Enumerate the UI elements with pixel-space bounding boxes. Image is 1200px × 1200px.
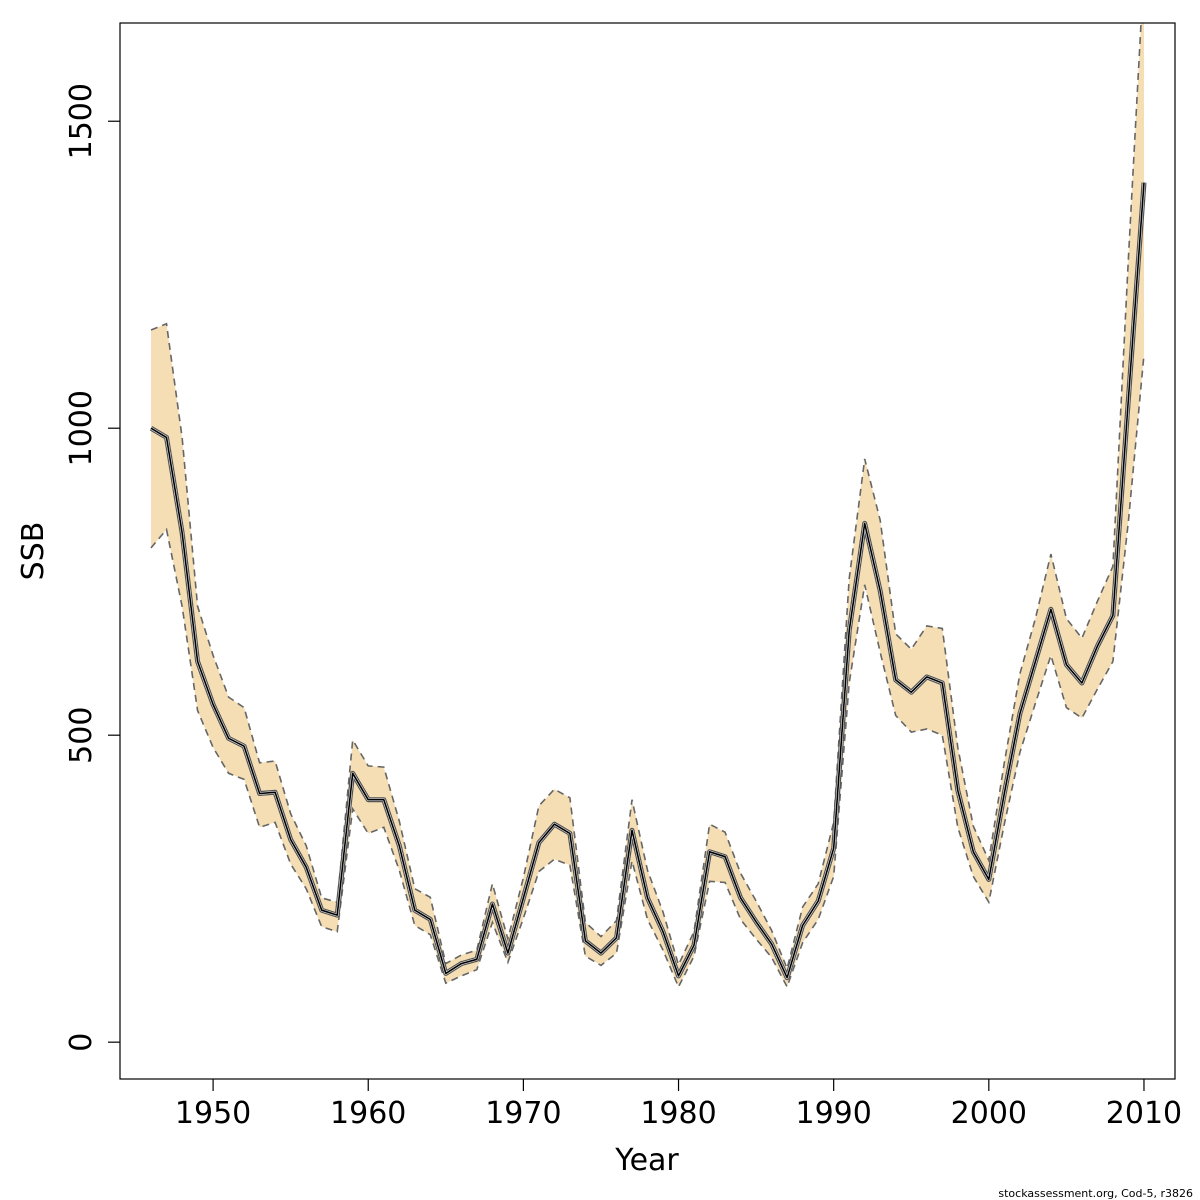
x-tick-label: 1970 [485, 1096, 561, 1131]
x-tick-label: 1980 [640, 1096, 716, 1131]
upper-bound-line [150, 23, 1142, 972]
x-tick-label: 2000 [951, 1096, 1027, 1131]
x-axis-title: Year [614, 1143, 679, 1178]
y-axis: 0 500 1000 1500 [64, 83, 120, 1052]
y-tick-label: 1500 [64, 83, 99, 159]
y-tick-label: 500 [64, 707, 99, 764]
x-axis: 1950 1960 1970 1980 1990 2000 2010 [175, 1079, 1182, 1131]
y-axis-title: SSB [16, 522, 51, 581]
y-tick-label: 1000 [64, 390, 99, 466]
lower-bound-line [150, 354, 1145, 989]
series-line-layer [149, 23, 1147, 989]
x-tick-label: 2010 [1106, 1096, 1182, 1131]
x-tick-label: 1990 [795, 1096, 871, 1131]
credit-text: stockassessment.org, Cod-5, r3826 [998, 1187, 1193, 1200]
x-tick-label: 1950 [175, 1096, 251, 1131]
y-tick-label: 0 [64, 1033, 99, 1052]
plot-frame [119, 22, 1176, 1080]
x-tick-label: 1960 [330, 1096, 406, 1131]
estimate-line [150, 182, 1145, 979]
